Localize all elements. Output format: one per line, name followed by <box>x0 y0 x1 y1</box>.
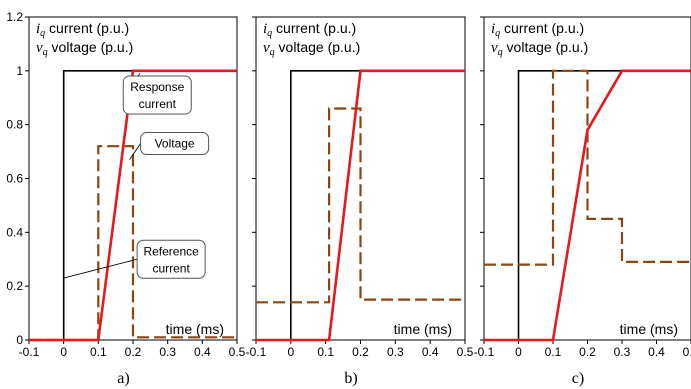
series-response-line <box>29 69 237 342</box>
series-voltage-line <box>256 107 465 304</box>
x-tick-label: 0.3 <box>614 345 631 359</box>
x-axis-label: time (ms) <box>620 321 678 337</box>
x-tick-label: 0.2 <box>125 345 142 359</box>
x-tick-label: -0.1 <box>474 345 495 359</box>
x-tick-label: -0.1 <box>246 345 267 359</box>
y-axis-label-current: iq current (p.u.) <box>36 20 129 39</box>
y-axis-label-voltage: vq voltage (p.u.) <box>36 39 133 58</box>
x-tick-label: 0.2 <box>579 345 596 359</box>
callout-text: Reference <box>143 244 199 258</box>
y-axis-label-voltage: vq voltage (p.u.) <box>491 39 588 58</box>
x-axis-label: time (ms) <box>394 321 452 337</box>
y-axis-label-current: iq current (p.u.) <box>263 20 356 39</box>
panel-label: c) <box>572 370 584 387</box>
y-tick-label: 0 <box>16 333 23 347</box>
plot-frame <box>483 16 691 341</box>
x-tick-label: 0 <box>515 345 522 359</box>
y-axis-label-voltage: vq voltage (p.u.) <box>263 39 360 58</box>
panel-3: -0.1 0 0.1 0.2 0.3 0.4 0.5 iq current (p.u.)vq … <box>474 16 691 387</box>
series-voltage-line <box>484 69 691 266</box>
x-tick-label: 0.4 <box>648 345 665 359</box>
x-tick-label: 0 <box>287 345 294 359</box>
y-tick-label: 0.2 <box>6 279 23 293</box>
x-tick-label: 0.5 <box>683 345 691 359</box>
x-tick-label: 0.1 <box>90 345 107 359</box>
y-tick-label: 0.4 <box>6 225 23 239</box>
y-axis-label-current: iq current (p.u.) <box>491 20 584 39</box>
y-tick-label: 1.2 <box>6 10 23 24</box>
callout-box <box>140 132 210 156</box>
series-response-line <box>484 69 691 342</box>
panel-1: -0.1 0 0.1 0.2 0.3 0.4 0.500.20.40.60.811.2iq … <box>6 10 245 387</box>
y-tick-label: 0.6 <box>6 172 23 186</box>
x-tick-label: 0.3 <box>159 345 176 359</box>
callout-leader <box>63 258 138 279</box>
series-response-line <box>256 69 465 342</box>
series-voltage-line <box>29 145 237 342</box>
x-tick-label: 0.3 <box>387 345 404 359</box>
callout-text: Response <box>130 80 184 94</box>
x-tick-label: 0.2 <box>352 345 369 359</box>
x-tick-label: 0.5 <box>229 345 246 359</box>
x-tick-label: -0.1 <box>19 345 40 359</box>
callout-text: current <box>139 97 177 111</box>
x-tick-label: 0.4 <box>194 345 211 359</box>
callout-box <box>136 239 206 279</box>
x-tick-label: 0.4 <box>422 345 439 359</box>
panel-2: -0.1 0 0.1 0.2 0.3 0.4 0.5 iq current (p.u.)vq … <box>246 16 474 387</box>
callout-box <box>122 75 192 115</box>
x-tick-label: 0.1 <box>317 345 334 359</box>
x-tick-label: 0.5 <box>457 345 474 359</box>
x-axis-label: time (ms) <box>166 321 224 337</box>
panel-label: b) <box>344 370 357 387</box>
panel-label: a) <box>117 370 129 387</box>
y-tick-label: 1 <box>16 64 23 78</box>
y-tick-label: 0.8 <box>6 118 23 132</box>
x-tick-label: 0.1 <box>545 345 562 359</box>
callout-text: current <box>152 261 190 275</box>
x-tick-label: 0 <box>60 345 67 359</box>
callout-leader <box>129 143 141 160</box>
callout-text: Voltage <box>155 137 195 151</box>
